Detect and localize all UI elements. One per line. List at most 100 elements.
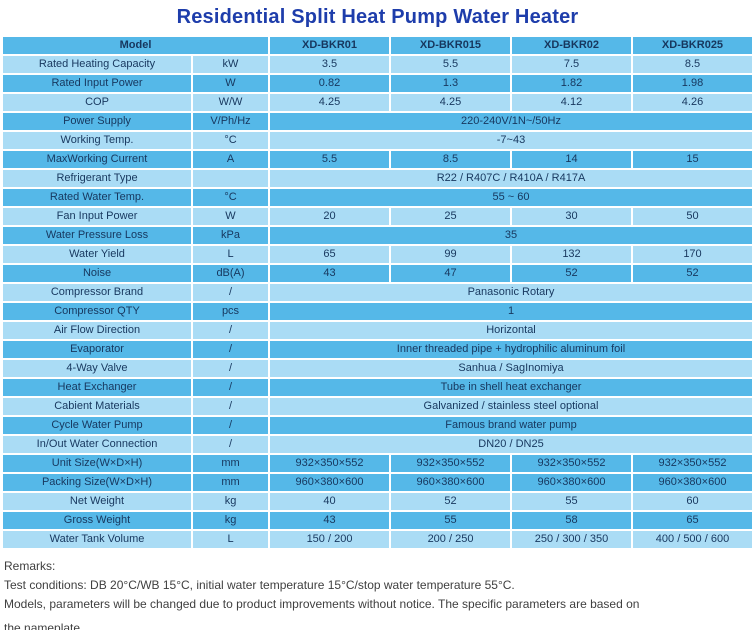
- value-cell: 43: [269, 264, 390, 283]
- value-cell: Tube in shell heat exchanger: [269, 378, 753, 397]
- value-cell: 35: [269, 226, 753, 245]
- table-row: MaxWorking Current A 5.5 8.5 14 15: [2, 150, 753, 169]
- spec-table-body: Rated Heating Capacity kW 3.5 5.5 7.5 8.5 Rate…: [2, 55, 753, 549]
- remarks-line: Test conditions: DB 20°C/WB 15°C, initia…: [4, 578, 515, 592]
- param-label-cell: Water Pressure Loss: [2, 226, 192, 245]
- param-label-cell: In/Out Water Connection: [2, 435, 192, 454]
- table-row: Packing Size(W×D×H) mm 960×380×600 960×380×…: [2, 473, 753, 492]
- value-cell: 60: [632, 492, 753, 511]
- value-cell: DN20 / DN25: [269, 435, 753, 454]
- param-label-cell: Unit Size(W×D×H): [2, 454, 192, 473]
- value-cell: 4.12: [511, 93, 632, 112]
- param-label-cell: Compressor Brand: [2, 283, 192, 302]
- unit-cell: /: [192, 283, 269, 302]
- unit-cell: W: [192, 74, 269, 93]
- param-label-cell: Water Tank Volume: [2, 530, 192, 549]
- value-cell: 132: [511, 245, 632, 264]
- unit-cell: [192, 169, 269, 188]
- unit-cell: kg: [192, 511, 269, 530]
- value-cell: 8.5: [632, 55, 753, 74]
- table-row: 4-Way Valve / Sanhua / SagInomiya: [2, 359, 753, 378]
- param-label-cell: Rated Water Temp.: [2, 188, 192, 207]
- value-cell: 1.82: [511, 74, 632, 93]
- unit-cell: A: [192, 150, 269, 169]
- value-cell: 1.3: [390, 74, 511, 93]
- unit-cell: /: [192, 359, 269, 378]
- value-cell: 55: [390, 511, 511, 530]
- value-cell: 220-240V/1N~/50Hz: [269, 112, 753, 131]
- unit-cell: mm: [192, 473, 269, 492]
- value-cell: 960×380×600: [269, 473, 390, 492]
- param-label-cell: Air Flow Direction: [2, 321, 192, 340]
- value-cell: 99: [390, 245, 511, 264]
- value-cell: 30: [511, 207, 632, 226]
- value-cell: 150 / 200: [269, 530, 390, 549]
- value-cell: 960×380×600: [511, 473, 632, 492]
- table-row: Net Weight kg 40 52 55 60: [2, 492, 753, 511]
- param-label-cell: Gross Weight: [2, 511, 192, 530]
- param-label-cell: Net Weight: [2, 492, 192, 511]
- table-row: Model XD-BKR01 XD-BKR015 XD-BKR02 XD-BKR025: [2, 36, 753, 55]
- param-label-cell: Cycle Water Pump: [2, 416, 192, 435]
- unit-cell: L: [192, 530, 269, 549]
- unit-cell: /: [192, 340, 269, 359]
- table-row: Power Supply V/Ph/Hz 220-240V/1N~/50Hz: [2, 112, 753, 131]
- value-cell: 200 / 250: [390, 530, 511, 549]
- param-label-cell: Rated Input Power: [2, 74, 192, 93]
- table-row: Fan Input Power W 20 25 30 50: [2, 207, 753, 226]
- table-row: Refrigerant Type R22 / R407C / R410A / R4…: [2, 169, 753, 188]
- value-cell: Galvanized / stainless steel optional: [269, 397, 753, 416]
- unit-cell: /: [192, 435, 269, 454]
- table-row: Unit Size(W×D×H) mm 932×350×552 932×350×552…: [2, 454, 753, 473]
- value-cell: 250 / 300 / 350: [511, 530, 632, 549]
- spec-table-header: Model XD-BKR01 XD-BKR015 XD-BKR02 XD-BKR025: [2, 36, 753, 55]
- value-cell: 4.26: [632, 93, 753, 112]
- table-row: Water Yield L 65 99 132 170: [2, 245, 753, 264]
- value-cell: 20: [269, 207, 390, 226]
- value-cell: 400 / 500 / 600: [632, 530, 753, 549]
- value-cell: 65: [269, 245, 390, 264]
- value-cell: 65: [632, 511, 753, 530]
- param-label-cell: Water Yield: [2, 245, 192, 264]
- page-title: Residential Split Heat Pump Water Heater: [176, 6, 579, 28]
- value-cell: Horizontal: [269, 321, 753, 340]
- table-row: Heat Exchanger / Tube in shell heat exchan…: [2, 378, 753, 397]
- unit-cell: L: [192, 245, 269, 264]
- table-row: Water Tank Volume L 150 / 200 200 / 250 250 …: [2, 530, 753, 549]
- value-cell: 0.82: [269, 74, 390, 93]
- unit-cell: °C: [192, 188, 269, 207]
- param-label-cell: Power Supply: [2, 112, 192, 131]
- table-row: Rated Input Power W 0.82 1.3 1.82 1.98: [2, 74, 753, 93]
- unit-cell: °C: [192, 131, 269, 150]
- unit-cell: kW: [192, 55, 269, 74]
- param-label-cell: 4-Way Valve: [2, 359, 192, 378]
- value-cell: 43: [269, 511, 390, 530]
- param-label-cell: Rated Heating Capacity: [2, 55, 192, 74]
- table-row: Cycle Water Pump / Famous brand water pump: [2, 416, 753, 435]
- value-cell: -7~43: [269, 131, 753, 150]
- param-label-cell: Packing Size(W×D×H): [2, 473, 192, 492]
- model-name-cell: XD-BKR02: [511, 36, 632, 55]
- value-cell: 7.5: [511, 55, 632, 74]
- unit-cell: kPa: [192, 226, 269, 245]
- unit-cell: /: [192, 416, 269, 435]
- value-cell: 40: [269, 492, 390, 511]
- value-cell: 15: [632, 150, 753, 169]
- unit-cell: /: [192, 397, 269, 416]
- value-cell: 960×380×600: [390, 473, 511, 492]
- value-cell: 52: [511, 264, 632, 283]
- value-cell: 1: [269, 302, 753, 321]
- param-label-cell: MaxWorking Current: [2, 150, 192, 169]
- value-cell: 960×380×600: [632, 473, 753, 492]
- unit-cell: mm: [192, 454, 269, 473]
- remarks-line: Models, parameters will be changed due t…: [4, 597, 640, 611]
- unit-cell: /: [192, 321, 269, 340]
- value-cell: 47: [390, 264, 511, 283]
- table-row: Gross Weight kg 43 55 58 65: [2, 511, 753, 530]
- value-cell: 170: [632, 245, 753, 264]
- param-label-cell: Evaporator: [2, 340, 192, 359]
- table-row: COP W/W 4.25 4.25 4.12 4.26: [2, 93, 753, 112]
- value-cell: 55: [511, 492, 632, 511]
- value-cell: Famous brand water pump: [269, 416, 753, 435]
- value-cell: 3.5: [269, 55, 390, 74]
